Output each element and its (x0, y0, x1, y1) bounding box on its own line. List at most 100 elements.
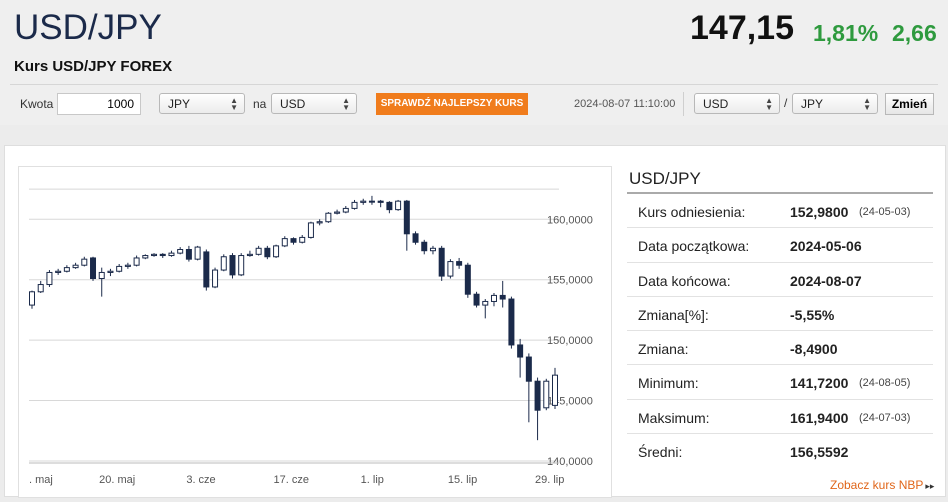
info-label: Minimum: (638, 375, 699, 392)
info-date: (24-05-03) (859, 206, 911, 218)
candle-body (464, 264, 471, 295)
candle-body (116, 265, 123, 272)
select-arrows-icon: ▲ ▼ (863, 96, 871, 112)
pair-from-select[interactable]: USD ▲ ▼ (694, 93, 780, 114)
info-value: -5,55% (790, 306, 835, 323)
candle-body (185, 249, 192, 260)
candle-body (246, 253, 253, 257)
candle-body (386, 201, 393, 211)
candle-body (403, 200, 410, 235)
candle-body (37, 284, 44, 293)
info-date: (24-07-03) (859, 411, 911, 424)
info-row-end-date: Data końcowa: 2024-08-07 (627, 263, 933, 297)
candle-body (490, 294, 497, 302)
candle-body (55, 270, 62, 273)
info-value: 161,9400 (790, 409, 849, 426)
candle-body (264, 247, 271, 258)
y-tick-label: 160,0000 (547, 214, 593, 226)
select-arrows-icon: ▲ ▼ (230, 96, 238, 112)
candle-body (238, 255, 245, 276)
candle-body (194, 246, 201, 260)
candle-body (81, 258, 88, 266)
candle-body (212, 269, 219, 288)
candle-body (151, 253, 158, 257)
from-currency-value: JPY (168, 97, 191, 111)
x-tick-label: 1. lip (361, 474, 384, 486)
candle-body (273, 245, 280, 258)
info-label: Data początkowa: (638, 238, 750, 255)
candle-body (395, 200, 402, 211)
page-header: USD/JPY Kurs USD/JPY FOREX 147,15 1,81% … (0, 0, 948, 125)
candle-body (142, 255, 149, 259)
candle-body (168, 252, 175, 257)
amount-label: Kwota (20, 97, 54, 111)
vertical-divider (683, 92, 684, 116)
candle-body (133, 257, 140, 266)
candle-body (46, 271, 53, 286)
info-label: Zmiana[%]: (638, 306, 709, 323)
candle-body (299, 236, 306, 243)
x-tick-label: . maj (29, 474, 53, 486)
info-row-minimum: Minimum: 141,7200 (24-08-05) (627, 365, 933, 400)
from-currency-select[interactable]: JPY ▲ ▼ (159, 93, 245, 114)
current-price: 147,15 (690, 9, 794, 47)
candle-body (456, 261, 463, 266)
candle-body (482, 300, 489, 306)
candle-body (159, 253, 166, 257)
info-row-average: Średni: 156,5592 (627, 434, 933, 468)
candle-body (368, 200, 375, 203)
x-tick-label: 15. lip (448, 474, 477, 486)
candle-body (334, 211, 341, 214)
info-title: USD/JPY (627, 166, 933, 194)
candle-body (351, 201, 358, 209)
pair-from-value: USD (703, 97, 729, 111)
candle-body (552, 374, 558, 406)
candle-body (508, 298, 515, 346)
x-tick-label: 17. cze (274, 474, 309, 486)
check-best-rate-button[interactable]: SPRAWDŹ NAJLEPSZY KURS (376, 93, 528, 115)
candle-body (290, 238, 297, 243)
candle-body (543, 380, 550, 409)
candle-body (229, 255, 236, 276)
x-tick-label: 3. cze (186, 474, 215, 486)
candle-body (377, 200, 384, 203)
candle-body (342, 207, 349, 213)
select-arrows-icon: ▲ ▼ (765, 96, 773, 112)
info-row-reference: Kurs odniesienia: 152,9800 (24-05-03) (627, 194, 933, 229)
candle-body (473, 293, 480, 306)
candle-body (316, 221, 323, 224)
info-label: Średni: (638, 444, 683, 461)
info-label: Kurs odniesienia: (638, 204, 746, 220)
candle-body (63, 267, 70, 272)
candle-body (90, 257, 97, 280)
to-currency-select[interactable]: USD ▲ ▼ (271, 93, 357, 114)
candle-body (281, 238, 288, 247)
candle-body (255, 247, 262, 255)
candle-body (325, 212, 332, 223)
candle-body (438, 247, 445, 277)
info-label: Data końcowa: (638, 272, 731, 289)
info-label: Maksimum: (638, 409, 710, 426)
nbp-rate-link[interactable]: Zobacz kurs NBP ▸▸ (830, 478, 934, 492)
to-label: na (253, 97, 267, 111)
candle-body (499, 294, 506, 300)
info-value: 156,5592 (790, 444, 849, 461)
info-label: Zmiana: (638, 341, 689, 358)
candle-body (534, 380, 541, 411)
pair-separator: / (784, 96, 788, 110)
candle-body (203, 251, 210, 288)
pair-to-select[interactable]: JPY ▲ ▼ (792, 93, 878, 114)
pair-to-value: JPY (801, 97, 824, 111)
info-value: 141,7200 (790, 375, 849, 392)
amount-input[interactable] (57, 93, 141, 115)
change-percent: 1,81% (813, 20, 879, 46)
select-arrows-icon: ▲ ▼ (342, 96, 350, 112)
candle-body (517, 344, 524, 358)
change-pair-button[interactable]: Zmień (885, 93, 934, 115)
y-tick-label: 155,0000 (547, 275, 593, 287)
candle-body (29, 291, 35, 306)
header-divider (10, 84, 938, 85)
x-tick-label: 29. lip (535, 474, 564, 486)
timestamp: 2024-08-07 11:10:00 (574, 98, 676, 110)
candle-body (98, 271, 105, 280)
